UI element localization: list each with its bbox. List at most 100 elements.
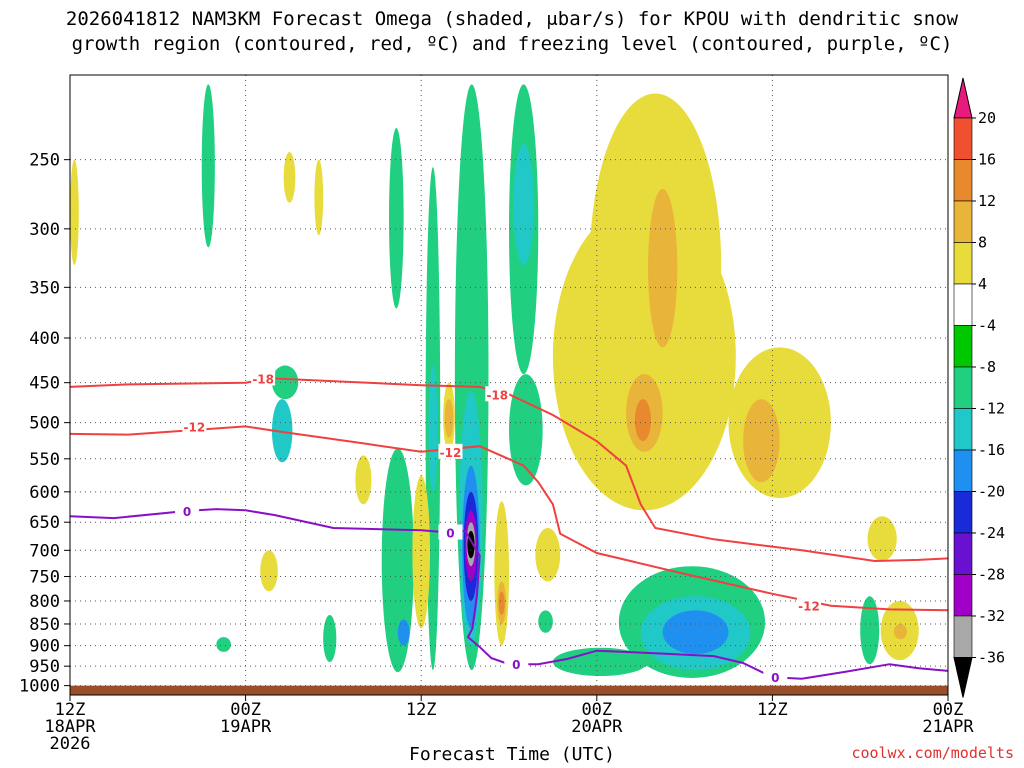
omega-cell <box>860 596 880 665</box>
omega-cell <box>412 475 430 629</box>
omega-cell <box>634 399 651 442</box>
x-tick-label: 19APR <box>220 717 272 737</box>
y-tick-label: 950 <box>29 657 60 677</box>
colorbar-bottom-arrow <box>953 657 973 698</box>
isotherm-label: -12 <box>798 600 820 614</box>
colorbar-segment <box>953 574 973 617</box>
chart-title-line1: 2026041812 NAM3KM Forecast Omega (shaded… <box>65 8 959 30</box>
colorbar-label: -28 <box>978 566 1005 584</box>
omega-cell <box>397 619 410 646</box>
colorbar-segment <box>953 532 973 575</box>
omega-cell <box>201 84 215 248</box>
isotherm-label-bg <box>504 656 529 672</box>
colorbar-label: -24 <box>978 524 1005 542</box>
chart-title-line2: growth region (contoured, red, ºC) and f… <box>71 33 953 55</box>
omega-cell <box>355 455 372 505</box>
y-tick-label: 300 <box>29 220 60 240</box>
y-tick-label: 800 <box>29 592 60 612</box>
isotherm--12 <box>69 425 949 612</box>
omega-cell <box>743 399 780 483</box>
x-tick-label: 00Z <box>230 700 261 720</box>
isotherm-label-bg <box>438 524 463 540</box>
colorbar-label: 12 <box>978 192 996 210</box>
isotherm-label-bg <box>763 669 788 685</box>
colorbar-label: 8 <box>978 234 987 252</box>
y-tick-label: 750 <box>29 567 60 587</box>
y-tick-label: 650 <box>29 513 60 533</box>
x-axis-label: Forecast Time (UTC) <box>409 744 615 765</box>
omega-cell <box>283 151 296 203</box>
plot-frame <box>69 74 949 696</box>
isotherm-label: -18 <box>252 372 274 386</box>
y-tick-label: 250 <box>29 151 60 171</box>
x-tick-label: 18APR <box>44 717 96 737</box>
colorbar-label: -8 <box>978 358 996 376</box>
omega-cell <box>216 637 231 652</box>
omega-cell <box>513 144 534 265</box>
colorbar-label: -4 <box>978 317 996 335</box>
isotherm-label-bg <box>485 386 510 402</box>
omega-cell <box>538 610 553 633</box>
y-tick-label: 350 <box>29 278 60 298</box>
omega-cell <box>389 128 404 309</box>
omega-cell <box>260 550 278 592</box>
isotherm-label-bg <box>175 502 200 518</box>
isotherm-label: 0 <box>771 671 779 685</box>
omega-cell <box>271 399 293 463</box>
colorbar-segment <box>953 283 973 326</box>
isotherm-label: -18 <box>486 388 508 402</box>
isotherm-label-bg <box>251 370 276 386</box>
y-tick-label: 850 <box>29 615 60 635</box>
omega-cell <box>508 374 543 486</box>
x-tick-label: 00Z <box>933 700 964 720</box>
y-tick-label: 600 <box>29 483 60 503</box>
colorbar-label: -16 <box>978 441 1005 459</box>
isotherm-label: 0 <box>446 527 454 541</box>
isotherm-label-bg <box>182 418 207 434</box>
isotherm-0 <box>69 508 949 680</box>
omega-cell <box>535 527 561 582</box>
omega-cell <box>498 591 505 615</box>
omega-cell <box>867 516 897 561</box>
omega-cell <box>70 159 79 265</box>
x-tick-label: 12Z <box>55 700 86 720</box>
x-tick-label: 20APR <box>571 717 623 737</box>
y-tick-label: 1000 <box>19 677 60 697</box>
isotherm-label: 0 <box>183 505 191 519</box>
omega-cell <box>648 188 678 348</box>
isotherm-label-bg <box>796 597 821 613</box>
colorbar-segment <box>953 325 973 368</box>
y-tick-label: 500 <box>29 414 60 434</box>
colorbar-segment <box>953 200 973 243</box>
omega-cell <box>428 365 438 492</box>
colorbar-segment <box>953 159 973 202</box>
y-tick-label: 700 <box>29 541 60 561</box>
colorbar-segment <box>953 408 973 451</box>
colorbar-label: 16 <box>978 151 996 169</box>
ground-surface <box>70 685 948 695</box>
colorbar-label: 4 <box>978 275 987 293</box>
x-tick-label: 2026 <box>50 734 91 754</box>
colorbar-segment <box>953 117 973 160</box>
isotherm-label: 0 <box>512 658 520 672</box>
x-tick-label: 21APR <box>922 717 974 737</box>
colorbar-segment <box>953 449 973 492</box>
y-tick-label: 400 <box>29 329 60 349</box>
omega-cell <box>444 399 454 438</box>
colorbar-segment <box>953 366 973 409</box>
y-tick-label: 900 <box>29 637 60 657</box>
omega-cell <box>323 614 337 663</box>
omega-cell <box>494 501 509 646</box>
isotherm-label-bg <box>438 443 463 459</box>
colorbar-label: -12 <box>978 400 1005 418</box>
isotherm-label: -12 <box>184 420 206 434</box>
omega-cell <box>552 647 649 677</box>
y-tick-label: 550 <box>29 450 60 470</box>
colorbar-segment <box>953 242 973 285</box>
omega-cell <box>662 610 729 654</box>
credit-link[interactable]: coolwx.com/modelts <box>851 744 1014 762</box>
y-tick-label: 450 <box>29 374 60 394</box>
colorbar-top-arrow <box>953 77 973 119</box>
colorbar-segment <box>953 491 973 534</box>
